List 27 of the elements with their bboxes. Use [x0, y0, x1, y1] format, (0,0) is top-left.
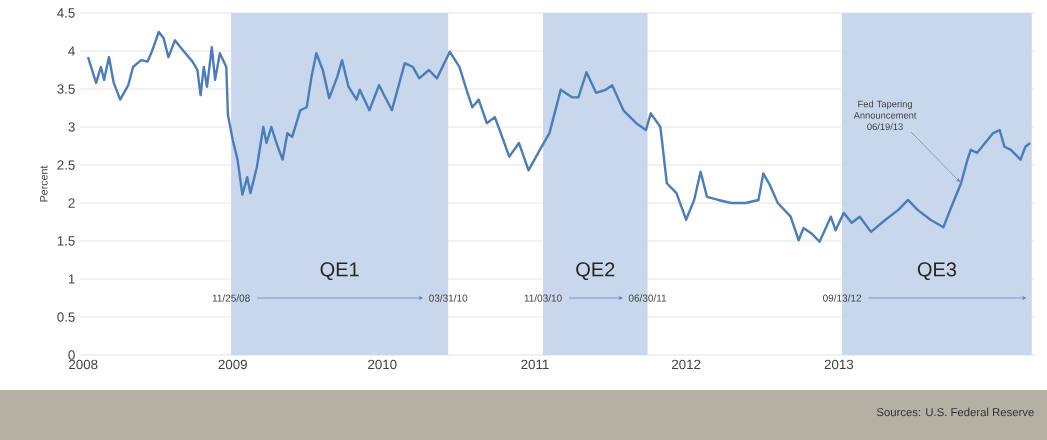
annotation: 11/25/08 — [212, 294, 250, 302]
y-tick-label: 4 — [68, 46, 75, 56]
x-tick-label: 2012 — [671, 359, 701, 370]
x-tick-label: 2008 — [69, 359, 98, 370]
annotation: Fed Tapering Announcement 06/19/13 — [853, 100, 917, 130]
source-note: Sources: U.S. Federal Reserve — [876, 407, 1034, 417]
y-tick-label: 0 — [68, 350, 75, 360]
x-tick-label: 2010 — [368, 359, 397, 370]
annotation: 09/13/12 — [823, 294, 862, 302]
annotation: 06/30/11 — [628, 294, 667, 302]
y-tick-label: 3.5 — [57, 84, 75, 94]
y-tick-label: 2 — [68, 198, 75, 208]
y-tick-label: 1 — [68, 274, 75, 284]
annotation: 03/31/10 — [429, 294, 468, 302]
annotation: 11/03/10 — [524, 294, 562, 302]
x-tick-label: 2009 — [218, 359, 247, 370]
y-tick-label: 3 — [68, 122, 75, 132]
y-tick-label: 1.5 — [57, 236, 75, 246]
y-tick-label: 2.5 — [57, 160, 75, 170]
y-tick-label: 4.5 — [57, 8, 75, 18]
y-axis-title: Percent — [40, 165, 48, 202]
band-label: QE3 — [917, 262, 957, 281]
band-label: QE2 — [576, 262, 615, 281]
band-label: QE1 — [320, 262, 359, 281]
x-tick-label: 2013 — [824, 359, 854, 370]
x-tick-label: 2011 — [521, 359, 549, 370]
y-tick-label: 0.5 — [57, 312, 75, 322]
